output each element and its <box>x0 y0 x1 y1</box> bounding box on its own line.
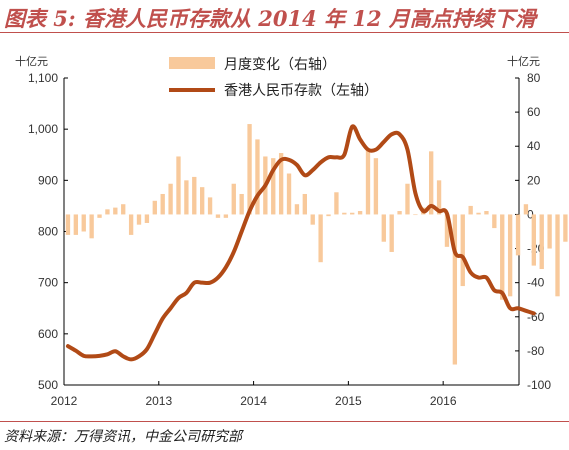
monthly-change-bar <box>563 214 568 242</box>
monthly-change-bar <box>397 211 402 215</box>
left-axis-tick-label: 800 <box>38 225 58 239</box>
right-axis-unit: 十亿元 <box>507 54 540 68</box>
right-axis-tick-label: -80 <box>527 344 545 358</box>
monthly-change-bar <box>255 139 260 215</box>
monthly-change-bar <box>405 183 410 215</box>
monthly-change-bar <box>160 193 165 215</box>
monthly-change-bar <box>231 183 236 215</box>
x-axis-tick-label: 2013 <box>145 394 172 408</box>
x-axis-tick-label: 2015 <box>335 394 362 408</box>
deposit-line <box>65 124 536 362</box>
monthly-change-bar <box>547 214 552 249</box>
monthly-change-bar <box>97 214 102 218</box>
right-axis-tick-label: -40 <box>527 276 545 290</box>
monthly-change-bar <box>381 214 386 242</box>
bar-series-layer <box>65 124 568 365</box>
left-axis-tick-label: 700 <box>38 276 58 290</box>
monthly-change-bar <box>215 214 221 218</box>
left-axis-tick-label: 600 <box>38 327 58 341</box>
monthly-change-bar <box>436 180 442 215</box>
monthly-change-bar <box>373 158 379 215</box>
monthly-change-bar <box>239 193 244 215</box>
monthly-change-bar <box>223 214 229 218</box>
legend-line-label: 香港人民币存款（左轴） <box>224 82 378 98</box>
monthly-change-bar <box>65 214 71 235</box>
monthly-change-bar <box>357 211 363 215</box>
x-axis-tick-label: 2016 <box>430 394 457 408</box>
monthly-change-bar <box>334 192 339 215</box>
monthly-change-bar <box>207 197 213 215</box>
legend: 月度变化（右轴） 香港人民币存款（左轴） <box>169 56 378 98</box>
monthly-change-bar <box>531 214 536 266</box>
monthly-change-bar <box>350 212 355 215</box>
monthly-change-bar <box>468 205 473 215</box>
monthly-change-bar <box>492 214 497 229</box>
monthly-change-bar <box>555 214 560 297</box>
right-axis-tick-label: 80 <box>527 71 541 85</box>
monthly-change-bar <box>89 214 94 239</box>
monthly-change-bar <box>271 158 276 215</box>
monthly-change-bar <box>247 124 252 215</box>
line-series-layer <box>65 124 536 362</box>
monthly-change-bar <box>365 149 371 215</box>
left-axis-tick-label: 1,100 <box>28 71 58 85</box>
right-axis-tick-label: -100 <box>527 378 551 392</box>
right-axis-tick-label: 40 <box>527 139 541 153</box>
monthly-change-bar <box>176 156 181 215</box>
monthly-change-bar <box>326 214 331 217</box>
monthly-change-bar <box>413 214 418 216</box>
monthly-change-bar <box>184 180 189 215</box>
monthly-change-bar <box>476 212 481 215</box>
monthly-change-bar <box>105 209 110 215</box>
left-axis-unit: 十亿元 <box>15 54 48 68</box>
x-axis-tick-label: 2012 <box>51 394 78 408</box>
monthly-change-bar <box>389 214 394 252</box>
x-axis-tick-label: 2014 <box>240 394 267 408</box>
monthly-change-bar <box>294 204 300 215</box>
monthly-change-bar <box>81 214 86 232</box>
monthly-change-bar <box>500 214 505 300</box>
source-note: 资料来源：万得资讯，中金公司研究部 <box>4 429 242 445</box>
monthly-change-bar <box>121 204 126 215</box>
monthly-change-bar <box>168 183 173 215</box>
right-axis-tick-label: 0 <box>527 207 534 221</box>
monthly-change-bar <box>136 214 142 225</box>
monthly-change-bar <box>539 214 544 270</box>
monthly-change-bar <box>152 200 157 215</box>
legend-bar-swatch <box>169 57 215 69</box>
monthly-change-bar <box>128 214 134 235</box>
legend-bar-label: 月度变化（右轴） <box>224 56 336 72</box>
monthly-change-bar <box>484 211 489 215</box>
title-divider <box>0 32 569 33</box>
monthly-change-bar <box>452 214 458 365</box>
chart-title: 图表 5: 香港人民币存款从 2014 年 12 月高点持续下滑 <box>4 6 536 31</box>
monthly-change-bar <box>113 207 118 215</box>
axes-layer: 5006007008009001,0001,100-100-80-60-40-2… <box>28 71 551 408</box>
monthly-change-bar <box>200 187 205 215</box>
monthly-change-bar <box>278 153 284 215</box>
right-axis-tick-label: 60 <box>527 105 541 119</box>
monthly-change-bar <box>507 214 513 297</box>
monthly-change-bar <box>460 214 465 287</box>
left-axis-tick-label: 500 <box>38 378 58 392</box>
monthly-change-bar <box>515 214 521 256</box>
right-axis-tick-label: 20 <box>527 173 541 187</box>
monthly-change-bar <box>73 214 79 235</box>
monthly-change-bar <box>429 151 434 215</box>
monthly-change-bar <box>286 173 292 215</box>
monthly-change-bar <box>342 212 347 215</box>
source-divider <box>0 421 569 422</box>
monthly-change-bar <box>523 204 529 215</box>
monthly-change-bar <box>192 176 197 215</box>
monthly-change-bar <box>310 214 315 225</box>
monthly-change-bar <box>318 214 323 263</box>
monthly-change-bar <box>302 193 307 215</box>
monthly-change-bar <box>144 214 150 223</box>
monthly-change-bar <box>444 214 450 247</box>
left-axis-tick-label: 900 <box>38 173 58 187</box>
left-axis-tick-label: 1,000 <box>28 122 58 136</box>
